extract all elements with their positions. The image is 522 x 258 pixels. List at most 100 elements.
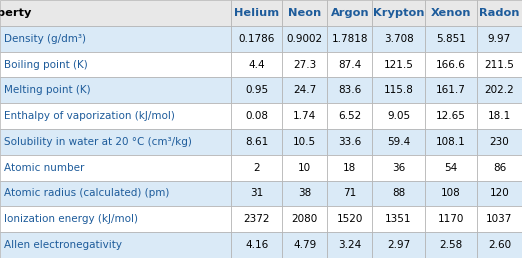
Text: 9.97: 9.97 (488, 34, 511, 44)
Text: 86: 86 (493, 163, 506, 173)
Text: 1037: 1037 (486, 214, 513, 224)
Bar (477, 206, 522, 232)
Bar (424, 26, 477, 52)
Text: Enthalpy of vaporization (kJ/mol): Enthalpy of vaporization (kJ/mol) (4, 111, 174, 121)
Text: 24.7: 24.7 (293, 85, 316, 95)
Text: Helium: Helium (234, 8, 279, 18)
Bar (282, 103, 327, 129)
Bar (327, 181, 373, 206)
Text: 0.9002: 0.9002 (287, 34, 323, 44)
Text: 5.851: 5.851 (436, 34, 466, 44)
Bar (0, 232, 231, 258)
Text: 10: 10 (298, 163, 311, 173)
Bar (282, 52, 327, 77)
Text: Radon: Radon (479, 8, 519, 18)
Text: 2.97: 2.97 (387, 240, 410, 250)
Text: 10.5: 10.5 (293, 137, 316, 147)
Bar (327, 103, 373, 129)
Bar (327, 206, 373, 232)
Bar (327, 0, 373, 26)
Bar (0, 77, 231, 103)
Text: 0.08: 0.08 (245, 111, 268, 121)
Text: Density (g/dm³): Density (g/dm³) (4, 34, 86, 44)
Text: 18: 18 (343, 163, 357, 173)
Bar (231, 181, 282, 206)
Text: Argon: Argon (330, 8, 369, 18)
Text: 115.8: 115.8 (384, 85, 413, 95)
Text: 12.65: 12.65 (436, 111, 466, 121)
Bar (424, 52, 477, 77)
Text: 1.7818: 1.7818 (331, 34, 368, 44)
Text: 2.58: 2.58 (439, 240, 462, 250)
Text: 2: 2 (253, 163, 260, 173)
Bar (231, 206, 282, 232)
Text: Ionization energy (kJ/mol): Ionization energy (kJ/mol) (4, 214, 138, 224)
Bar (424, 232, 477, 258)
Bar (373, 103, 424, 129)
Bar (0, 103, 231, 129)
Text: 9.05: 9.05 (387, 111, 410, 121)
Text: 161.7: 161.7 (436, 85, 466, 95)
Bar (424, 0, 477, 26)
Text: Atomic radius (calculated) (pm): Atomic radius (calculated) (pm) (4, 189, 169, 198)
Bar (373, 155, 424, 181)
Text: 38: 38 (298, 189, 311, 198)
Text: 83.6: 83.6 (338, 85, 362, 95)
Bar (327, 26, 373, 52)
Text: Neon: Neon (288, 8, 321, 18)
Text: 108: 108 (441, 189, 460, 198)
Text: Atomic number: Atomic number (4, 163, 84, 173)
Bar (231, 129, 282, 155)
Text: 71: 71 (343, 189, 357, 198)
Text: 0.1786: 0.1786 (239, 34, 275, 44)
Bar (477, 129, 522, 155)
Text: 230: 230 (490, 137, 509, 147)
Text: 4.16: 4.16 (245, 240, 268, 250)
Text: 4.4: 4.4 (248, 60, 265, 69)
Text: Melting point (K): Melting point (K) (4, 85, 90, 95)
Bar (477, 103, 522, 129)
Bar (373, 77, 424, 103)
Text: 2080: 2080 (291, 214, 318, 224)
Bar (477, 155, 522, 181)
Bar (477, 26, 522, 52)
Bar (282, 232, 327, 258)
Bar (0, 206, 231, 232)
Bar (373, 26, 424, 52)
Text: 36: 36 (392, 163, 405, 173)
Text: 2372: 2372 (243, 214, 270, 224)
Bar (327, 155, 373, 181)
Bar (424, 103, 477, 129)
Bar (231, 0, 282, 26)
Bar (282, 181, 327, 206)
Text: 202.2: 202.2 (484, 85, 514, 95)
Text: Solubility in water at 20 °C (cm³/kg): Solubility in water at 20 °C (cm³/kg) (4, 137, 192, 147)
Bar (327, 52, 373, 77)
Text: 211.5: 211.5 (484, 60, 514, 69)
Bar (373, 181, 424, 206)
Bar (424, 77, 477, 103)
Bar (424, 155, 477, 181)
Text: 2.60: 2.60 (488, 240, 511, 250)
Bar (231, 77, 282, 103)
Text: 1520: 1520 (337, 214, 363, 224)
Text: 8.61: 8.61 (245, 137, 268, 147)
Bar (0, 0, 231, 26)
Text: 166.6: 166.6 (436, 60, 466, 69)
Bar (282, 206, 327, 232)
Text: Property: Property (0, 8, 32, 18)
Text: 1170: 1170 (437, 214, 464, 224)
Bar (424, 181, 477, 206)
Bar (477, 0, 522, 26)
Bar (0, 26, 231, 52)
Bar (477, 52, 522, 77)
Text: 33.6: 33.6 (338, 137, 362, 147)
Text: 6.52: 6.52 (338, 111, 362, 121)
Text: 4.79: 4.79 (293, 240, 316, 250)
Text: 31: 31 (250, 189, 264, 198)
Text: 108.1: 108.1 (436, 137, 466, 147)
Text: 87.4: 87.4 (338, 60, 362, 69)
Text: Krypton: Krypton (373, 8, 424, 18)
Text: 88: 88 (392, 189, 405, 198)
Text: 54: 54 (444, 163, 457, 173)
